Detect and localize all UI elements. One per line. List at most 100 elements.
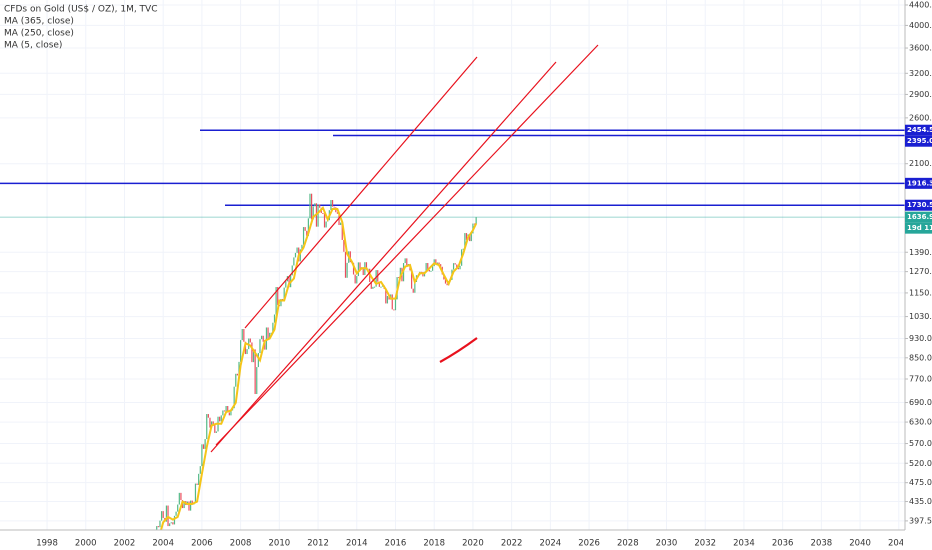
candle <box>428 269 430 272</box>
candle <box>469 234 471 242</box>
candle <box>352 262 355 275</box>
candle <box>357 262 359 277</box>
y-tick-label: 1150.00 <box>909 288 932 297</box>
candle <box>294 252 297 258</box>
candle <box>346 262 348 278</box>
candle <box>322 212 324 214</box>
y-axis: 397.50 435.00 475.00 520.00 570.00 630.00 690.… <box>905 0 932 525</box>
candle <box>267 327 269 340</box>
candle <box>264 341 266 350</box>
candle <box>280 298 282 307</box>
candle <box>343 239 345 252</box>
candle <box>296 247 298 253</box>
candle <box>385 288 387 304</box>
candle <box>207 414 209 418</box>
candle <box>299 249 301 262</box>
candle <box>285 281 287 288</box>
y-tick-label: 3600.00 <box>909 44 932 53</box>
candle <box>177 504 179 512</box>
y-tick-label: 1030.00 <box>909 312 932 321</box>
candle <box>175 511 177 516</box>
candle <box>238 361 240 376</box>
candle <box>336 212 339 214</box>
candle <box>273 314 276 323</box>
x-tick-label: 2004 <box>152 539 174 549</box>
candle <box>215 431 218 433</box>
candle <box>188 501 190 511</box>
trend-line <box>244 56 478 329</box>
candle <box>378 281 380 287</box>
candle <box>312 206 314 220</box>
x-tick-label: 2042 <box>888 539 910 549</box>
candle <box>246 349 248 355</box>
candle <box>331 200 334 207</box>
candle <box>206 414 208 440</box>
candle <box>398 277 400 279</box>
price-label: 1916.31 <box>907 179 932 187</box>
candle <box>180 492 182 501</box>
candle <box>309 193 311 219</box>
price-label-box <box>905 135 932 147</box>
candle <box>430 270 432 272</box>
candle <box>470 233 472 242</box>
candle <box>457 267 460 270</box>
candle <box>157 526 159 528</box>
y-tick-label: 397.50 <box>909 516 932 525</box>
x-tick-label: 2006 <box>191 539 213 549</box>
trend-line <box>215 44 599 446</box>
candle <box>212 421 214 425</box>
candle <box>431 266 434 271</box>
y-tick-label: 4000.00 <box>909 21 932 30</box>
candle <box>440 264 442 267</box>
candle <box>435 259 437 264</box>
candle <box>404 258 406 264</box>
price-label-box <box>905 199 932 211</box>
y-tick-label: 520.00 <box>909 459 932 468</box>
candle <box>307 218 309 236</box>
price-label-box <box>905 124 932 136</box>
y-tick-label: 3200.00 <box>909 69 932 78</box>
candle <box>388 295 390 300</box>
x-tick-label: 2012 <box>307 539 329 549</box>
y-tick-label: 2100.00 <box>909 159 932 168</box>
x-tick-label: 2038 <box>811 539 833 549</box>
candle <box>222 410 224 416</box>
candle <box>301 244 303 250</box>
candle <box>275 287 277 315</box>
candle <box>259 339 261 354</box>
candle <box>243 329 245 342</box>
candle <box>227 405 229 413</box>
candle <box>452 263 455 270</box>
y-tick-label: 2900.00 <box>909 90 932 99</box>
candle <box>254 349 256 395</box>
candle <box>269 332 271 340</box>
candle <box>251 342 253 363</box>
candle <box>283 287 285 300</box>
ma-line <box>159 205 478 530</box>
y-tick-label: 1270.00 <box>909 267 932 276</box>
candle <box>293 257 295 266</box>
x-tick-label: 2028 <box>617 539 639 549</box>
price-label: 2395.03 <box>907 137 932 145</box>
candle <box>338 213 340 226</box>
candle <box>194 483 197 503</box>
candle <box>204 439 206 449</box>
price-label: 1730.51 <box>907 201 932 209</box>
candle <box>220 415 222 422</box>
x-tick-label: 2008 <box>230 539 252 549</box>
candle <box>438 262 440 265</box>
candle <box>464 233 466 249</box>
candle <box>173 515 176 525</box>
candle <box>159 520 161 528</box>
candle <box>333 206 335 208</box>
candle <box>196 483 198 485</box>
candle <box>288 276 290 288</box>
x-tick-label: 2010 <box>269 539 291 549</box>
candle <box>302 227 305 245</box>
candle <box>256 367 258 395</box>
candle <box>270 332 272 334</box>
indicator-label: MA (365, close) <box>4 17 74 27</box>
candle <box>411 270 413 289</box>
horizontal-lines <box>0 129 905 218</box>
